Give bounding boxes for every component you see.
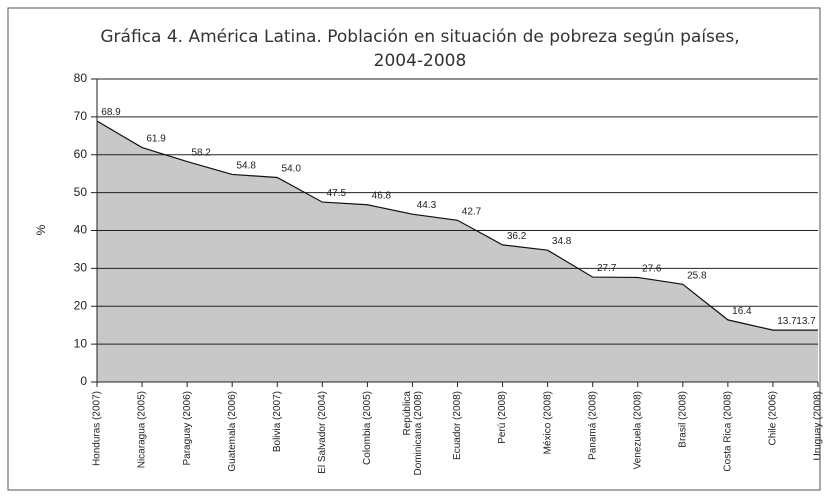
value-label: 27.6 [642,263,662,274]
value-label: 54.0 [282,163,302,174]
value-label: 16.4 [732,306,752,317]
x-tick-label: RepúblicaDominicana (2008) [402,391,424,476]
value-label: 47.5 [327,188,347,199]
x-tick-label: Paraguay (2006) [182,391,193,466]
x-tick-label: Venezuela (2008) [632,391,643,469]
value-label: 54.8 [236,160,256,171]
chart-subtitle: 2004-2008 [374,51,467,71]
value-label: 58.2 [191,148,211,159]
x-tick-label: Panamá (2008) [587,391,598,460]
y-tick-label: 40 [74,223,88,237]
x-tick-label: Nicaragua (2005) [137,391,148,468]
x-tick-label: Bolivia (2007) [272,391,283,452]
value-label: 36.2 [507,231,527,242]
y-tick-label: 50 [74,185,88,199]
x-tick-label: Perú (2008) [497,391,508,444]
y-tick-label: 80 [74,71,88,85]
x-tick-label: Ecuador (2008) [452,391,463,460]
x-tick-label: México (2008) [542,391,553,454]
value-label: 13.7 [796,316,816,327]
y-tick-label: 20 [74,298,88,312]
area-line [96,120,818,331]
chart-title: Gráfica 4. América Latina. Población en … [100,27,739,47]
x-tick-label: Brasil (2008) [677,391,688,448]
value-label: 68.9 [101,107,121,118]
value-label: 27.7 [597,263,617,274]
y-axis-label: % [34,224,48,235]
x-tick-label: Costa Rica (2008) [723,391,734,472]
value-label: 61.9 [146,134,166,145]
x-tick-label: Chile (2006) [768,391,779,445]
y-tick-label: 0 [80,374,87,388]
x-tick-label: Honduras (2007) [92,391,103,466]
y-tick-label: 60 [74,147,88,161]
y-tick-label: 10 [74,336,88,350]
y-tick-label: 70 [74,109,88,123]
x-tick-label: El Salvador (2004) [317,391,328,474]
x-tick-label: Guatemala (2006) [227,391,238,472]
value-label: 44.3 [417,200,437,211]
value-label: 46.8 [372,191,392,202]
y-tick-label: 30 [74,261,88,275]
value-label: 34.8 [552,236,572,247]
value-label: 25.8 [687,270,707,281]
area [97,121,818,382]
value-label: 13.7 [777,316,797,327]
x-tick-label: Colombia (2005) [362,391,373,465]
x-tick-label: Uruguay (2008) [813,391,824,460]
value-label: 42.7 [462,206,482,217]
